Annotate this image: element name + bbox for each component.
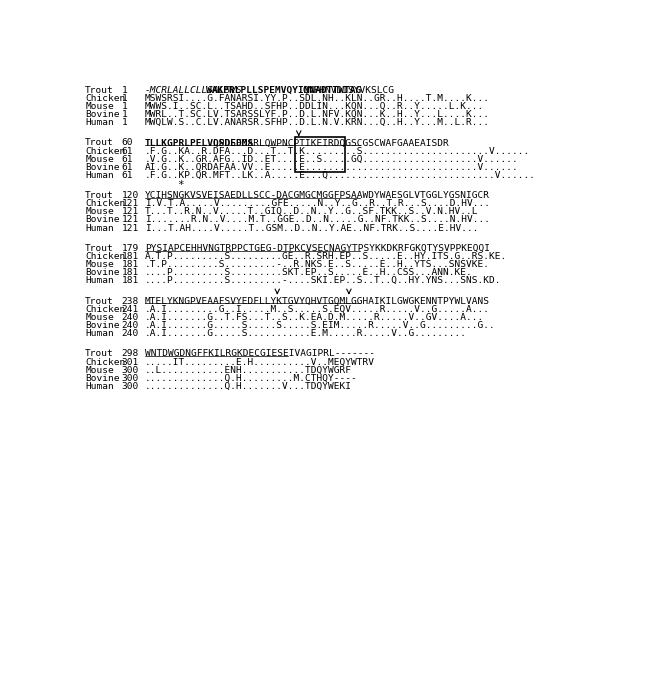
Text: 181: 181 (122, 268, 139, 277)
Text: Bovine: Bovine (85, 321, 120, 330)
Text: 300: 300 (122, 374, 139, 383)
Text: .F.G..KP.QR.MFT..LK..A.....E...Q.............................V......: .F.G..KP.QR.MFT..LK..A.....E...Q........… (145, 171, 536, 180)
Text: ..L...........ENH...........TDQYWGRF: ..L...........ENH...........TDQYWGRF (145, 366, 352, 375)
Text: Human: Human (85, 171, 114, 180)
Text: 61: 61 (122, 163, 133, 172)
Text: YCIHSNGKVSVEISAEDLLSCC-DACGMGCMGGFPSAAWDYWAESGLVTGGLYGSNIGCR: YCIHSNGKVSVEISAEDLLSCC-DACGMGCMGGFPSAAWD… (145, 191, 490, 200)
Text: Mouse: Mouse (85, 366, 114, 375)
Text: MSWSRSI....G.FANARSI.YY.P..SDL.NH..KLN..GR..H....T.M....K...: MSWSRSI....G.FANARSI.YY.P..SDL.NH..KLN..… (145, 94, 490, 103)
Text: T...T..R.N..V.....T..GIQ..D..N..Y..G..SF.TKK..S..V.N.HV..L: T...T..R.N..V.....T..GIQ..D..N..Y..G..SF… (145, 208, 478, 216)
Text: I...T.AH....V.....T..GSM..D..N..Y.AE..NF.TRK..S....E.HV...: I...T.AH....V.....T..GSM..D..N..Y.AE..NF… (145, 224, 478, 233)
Text: WNTDWGDNGFFKILRGKDECGIESEIVAGIPRL-------: WNTDWGDNGFFKILRGKDECGIESEIVAGIPRL------- (145, 349, 375, 358)
Text: TLLKGPRLPELVQSDEDMS: TLLKGPRLPELVQSDEDMS (145, 139, 254, 147)
Text: Mouse: Mouse (85, 313, 114, 322)
Text: 300: 300 (122, 382, 139, 391)
Text: 1: 1 (122, 86, 127, 95)
Text: 61: 61 (122, 155, 133, 164)
Text: .V.G..K..GR.AFG..ID..ET....E..S.....GQ....................V......: .V.G..K..GR.AFG..ID..ET....E..S.....GQ..… (145, 155, 519, 164)
Text: 240: 240 (122, 313, 139, 322)
Text: .A.I.......G.....S.....S.....S.EIM.....R.....V..G.........G..: .A.I.......G.....S.....S.....S.EIM.....R… (145, 321, 495, 330)
Text: Human: Human (85, 329, 114, 338)
Text: 121: 121 (122, 216, 139, 224)
Text: Mouse: Mouse (85, 102, 114, 111)
Text: Trout: Trout (85, 139, 114, 147)
Text: ....P.........S.........-....SKI.EP..S..T..Q..HY.YNS...SNS.KD.: ....P.........S.........-....SKI.EP..S..… (145, 276, 501, 285)
Text: WAKPRLPLLSPEMVQYINNADTTWTAG: WAKPRLPLLSPEMVQYINNADTTWTAG (205, 86, 361, 95)
Bar (295, 137, 345, 172)
Text: 120: 120 (122, 191, 139, 200)
Text: Bovine: Bovine (85, 268, 120, 277)
Text: 301: 301 (122, 358, 139, 366)
Text: 238: 238 (122, 297, 139, 306)
Text: Bovine: Bovine (85, 163, 120, 172)
Text: Chicken: Chicken (85, 94, 125, 103)
Text: 181: 181 (122, 252, 139, 261)
Text: Human: Human (85, 382, 114, 391)
Text: 181: 181 (122, 276, 139, 285)
Text: ....P.........S.........SKT.EP..S.....E..H..CSS...ANN.KE.: ....P.........S.........SKT.EP..S.....E.… (145, 268, 473, 277)
Text: .A.I.......G.....S...........E.M.....R.....V..G.........: .A.I.......G.....S...........E.M.....R..… (145, 329, 467, 338)
Text: A.T.P.........S.........GE..R.SRH.EP..S.....E..HY.ITS.G..RS.KE.: A.T.P.........S.........GE..R.SRH.EP..S.… (145, 252, 507, 261)
Text: .A.I.......G..T.FS...T..S..K.EA.D.M.....R.....V..GV....A...: .A.I.......G..T.FS...T..S..K.EA.D.M.....… (145, 313, 484, 322)
Text: 181: 181 (122, 260, 139, 269)
Text: Mouse: Mouse (85, 260, 114, 269)
Text: Chicken: Chicken (85, 252, 125, 261)
Text: -MCRLALLCLLSALSVS: -MCRLALLCLLSALSVS (145, 86, 242, 95)
Text: I.V.T.A.....V.........GFE.....N..Y..G..R..T.R...S....D.HV...: I.V.T.A.....V.........GFE.....N..Y..G..R… (145, 199, 490, 208)
Text: 121: 121 (122, 224, 139, 233)
Text: AI.G..K..QRDAFAA.VV..E.....E..............................V......: AI.G..K..QRDAFAA.VV..E.....E............… (145, 163, 519, 172)
Text: 1: 1 (122, 102, 127, 111)
Text: Chicken: Chicken (85, 305, 125, 314)
Text: MWRL..T.SC.LV.TSARSSLYF.P..D.L.NFV.KQN...K..H..Y...L....K...: MWRL..T.SC.LV.TSARSSLYF.P..D.L.NFV.KQN..… (145, 110, 490, 119)
Text: Chicken: Chicken (85, 358, 125, 366)
Text: QNFHNVDISYVKSLCG: QNFHNVDISYVKSLCG (302, 86, 395, 95)
Text: Trout: Trout (85, 297, 114, 306)
Text: 1: 1 (122, 118, 127, 127)
Text: Bovine: Bovine (85, 110, 120, 119)
Text: Bovine: Bovine (85, 374, 120, 383)
Text: MWWS.I..SC.L..TSAHD..SFHP..DDLIN...KQN...Q..R..Y.....L.K...: MWWS.I..SC.L..TSAHD..SFHP..DDLIN...KQN..… (145, 102, 484, 111)
Text: Chicken: Chicken (85, 147, 125, 155)
Text: ..............Q.H.......V...TDQYWEKI: ..............Q.H.......V...TDQYWEKI (145, 382, 352, 391)
Text: *: * (177, 180, 184, 190)
Text: Chicken: Chicken (85, 199, 125, 208)
Text: ..............Q.H.........M.CTHQY----: ..............Q.H.........M.CTHQY---- (145, 374, 358, 383)
Text: 179: 179 (122, 244, 139, 253)
Text: 61: 61 (122, 147, 133, 155)
Text: 1: 1 (122, 110, 127, 119)
Text: I.......R.N..V....M.T..GGE..D..N.....G..NF.TKK..S....N.HV...: I.......R.N..V....M.T..GGE..D..N.....G..… (145, 216, 490, 224)
Text: .F.G..KA..R.DFA...D...T..T.K.........S......................V......: .F.G..KA..R.DFA...D...T..T.K.........S..… (145, 147, 530, 155)
Text: 121: 121 (122, 208, 139, 216)
Text: Human: Human (85, 118, 114, 127)
Text: .A.I.........G..I.....M..S.....S.EQV.....R.....V..G.....A...: .A.I.........G..I.....M..S.....S.EQV....… (145, 305, 490, 314)
Text: 1: 1 (122, 94, 127, 103)
Text: Mouse: Mouse (85, 208, 114, 216)
Text: Trout: Trout (85, 191, 114, 200)
Text: LPDSFDARLQWPNCPTIKEIRDQGSCGSCWAFGAAEAISDR: LPDSFDARLQWPNCPTIKEIRDQGSCGSCWAFGAAEAISD… (213, 139, 448, 147)
Text: 60: 60 (122, 139, 133, 147)
Text: Trout: Trout (85, 349, 114, 358)
Text: Human: Human (85, 224, 114, 233)
Text: MTELYKNGPVEAAFSVYEDFLLYKTGVYQHVTGQMLGGHAIKILGWGKENNTPYWLVANS: MTELYKNGPVEAAFSVYEDFLLYKTGVYQHVTGQMLGGHA… (145, 297, 490, 306)
Text: 240: 240 (122, 329, 139, 338)
Text: MWQLW.S..C.LV.ANARSR.SFHP..D.L.N.V.KRN...Q..H..Y...M..L.R...: MWQLW.S..C.LV.ANARSR.SFHP..D.L.N.V.KRN..… (145, 118, 490, 127)
Text: Bovine: Bovine (85, 216, 120, 224)
Text: Human: Human (85, 276, 114, 285)
Text: 61: 61 (122, 171, 133, 180)
Text: PYSIAPCEHHVNGTRPPCTGEG-DTPKCVSECNAGYTPSYKKDKRFGKQTYSVPPKEQQI: PYSIAPCEHHVNGTRPPCTGEG-DTPKCVSECNAGYTPSY… (145, 244, 490, 253)
Text: 298: 298 (122, 349, 139, 358)
Text: 300: 300 (122, 366, 139, 375)
Text: 240: 240 (122, 321, 139, 330)
Text: Trout: Trout (85, 86, 114, 95)
Text: 121: 121 (122, 199, 139, 208)
Text: .T.P.........S.........-..R.NKS.E..S.....E..H..YTS...SNSVKE.: .T.P.........S.........-..R.NKS.E..S....… (145, 260, 490, 269)
Text: .....IT.........E.H..........V..MEQYWTRV: .....IT.........E.H..........V..MEQYWTRV (145, 358, 375, 366)
Text: Mouse: Mouse (85, 155, 114, 164)
Text: 241: 241 (122, 305, 139, 314)
Text: Trout: Trout (85, 244, 114, 253)
